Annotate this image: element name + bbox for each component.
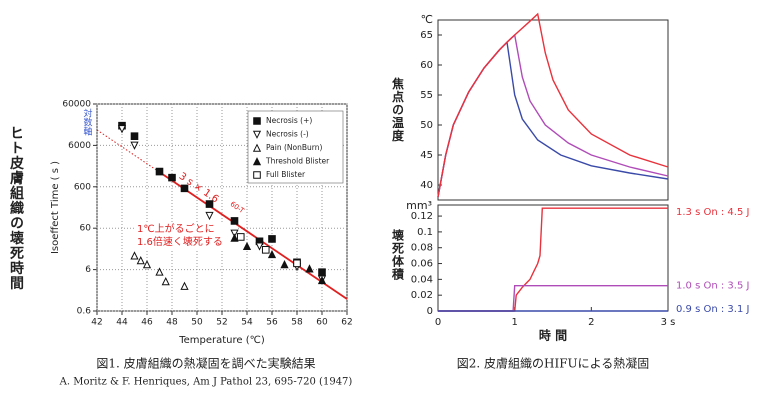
x-tick-label: 62 <box>341 318 352 328</box>
data-point <box>117 125 127 134</box>
data-point <box>161 277 170 286</box>
y-tick-label: 50 <box>420 120 433 131</box>
y-tick-label: 45 <box>420 150 433 161</box>
y-tick-label: 0.02 <box>411 290 433 301</box>
data-point <box>318 268 326 276</box>
y-unit: ℃ <box>421 13 433 26</box>
x-tick-label: 2 <box>588 317 594 328</box>
data-point <box>230 229 239 238</box>
x-axis-label: Temperature (℃) <box>178 335 265 346</box>
x-tick-label: 60 <box>316 318 328 328</box>
data-point <box>180 281 189 290</box>
y-tick-label: 40 <box>420 180 433 191</box>
series-line <box>437 12 669 198</box>
side-label: ヒト皮膚組織の壊死時間 <box>8 126 25 291</box>
x-tick-label: 44 <box>116 318 128 328</box>
x-tick-label: 46 <box>141 318 153 328</box>
caption: 図1. 皮膚組織の熱凝固を調べた実験結果 <box>96 356 315 371</box>
data-point <box>280 260 289 269</box>
y-tick-label: 0.6 <box>77 307 92 317</box>
series-label: 1.0 s On : 3.5 J <box>676 281 749 292</box>
data-point <box>168 173 176 182</box>
data-point <box>130 141 139 150</box>
y-tick-label: 0 <box>427 306 433 317</box>
x-tick-label: 3 s <box>661 317 676 328</box>
x-tick-label: 56 <box>266 318 278 328</box>
data-point <box>180 184 189 193</box>
x-tick-label: 52 <box>216 318 227 328</box>
plot-area <box>437 19 669 201</box>
y-tick-label: 0.06 <box>411 259 433 270</box>
y-tick-label: 600 <box>74 182 91 192</box>
y-tick-label: 55 <box>420 90 433 101</box>
series-line <box>438 207 668 312</box>
data-point <box>230 217 239 225</box>
data-point <box>317 275 327 285</box>
legend-marker <box>252 130 262 139</box>
annotation-box <box>134 222 236 250</box>
y-tick-label: 6 <box>85 265 91 275</box>
x-tick-label: 1 <box>511 317 517 328</box>
legend-label: Full Blister <box>266 170 306 179</box>
y-tick-label: 0.12 <box>411 211 433 222</box>
data-point <box>255 242 264 251</box>
data-point <box>155 167 164 176</box>
fit-line <box>158 171 348 300</box>
data-point <box>293 259 301 268</box>
data-point <box>261 246 270 254</box>
data-point <box>230 233 239 242</box>
x-tick-label: 50 <box>191 318 203 328</box>
data-point <box>136 255 145 265</box>
legend-marker <box>252 157 262 166</box>
axis-note: 対数軸 <box>82 107 93 136</box>
y-tick-label: 0.1 <box>417 227 433 238</box>
plot-area <box>437 204 669 312</box>
x-tick-label: 0 <box>435 317 441 328</box>
y-axis-label: 焦点の温度 <box>391 76 405 142</box>
legend-marker <box>253 117 261 125</box>
data-point <box>130 132 139 141</box>
y-tick-label: 65 <box>420 30 433 41</box>
series-label: 0.9 s On : 3.1 J <box>676 304 749 315</box>
legend-marker <box>252 143 262 152</box>
caption-source: A. Moritz & F. Henriques, Am J Pathol 23… <box>59 377 353 388</box>
caption: 図2. 皮膚組織のHIFUによる熱凝固 <box>457 356 650 371</box>
y-tick-label: 60 <box>420 60 433 71</box>
x-axis-label: 時 間 <box>539 328 567 343</box>
annotation: 1℃上がるごとに <box>137 222 215 235</box>
data-point <box>142 260 152 269</box>
y-tick-label: 6000 <box>68 141 91 151</box>
data-point <box>155 267 164 276</box>
legend-label: Necrosis (+) <box>266 116 312 125</box>
y-unit: mm³ <box>406 199 432 212</box>
data-point <box>205 200 214 208</box>
annotation: 1.6倍速く壊死する <box>137 235 223 248</box>
legend <box>247 110 344 184</box>
x-tick-label: 42 <box>91 318 102 328</box>
legend-label: Pain (NonBurn) <box>266 143 322 152</box>
data-point <box>236 233 245 241</box>
legend-marker <box>253 171 261 179</box>
legend-label: Threshold Blister <box>265 157 330 166</box>
data-point <box>267 249 277 259</box>
y-axis-label: 壊死体積 <box>391 228 405 281</box>
x-tick-label: 58 <box>291 318 303 328</box>
data-point <box>305 264 314 273</box>
x-tick-label: 54 <box>241 318 253 328</box>
y-tick-label: 0.08 <box>411 243 433 254</box>
y-tick-label: 60 <box>80 224 92 234</box>
data-point <box>130 251 139 260</box>
y-tick-label: 0.04 <box>411 274 433 285</box>
y-axis-label: Isoeffect Time ( s ) <box>50 161 61 254</box>
legend-label: Necrosis (-) <box>266 130 309 139</box>
series-label: 1.3 s On : 4.5 J <box>676 207 749 218</box>
x-tick-label: 48 <box>166 318 178 328</box>
y-tick-label: 60000 <box>62 100 91 110</box>
data-point <box>205 211 214 221</box>
data-point <box>268 235 276 243</box>
data-point <box>242 241 252 251</box>
